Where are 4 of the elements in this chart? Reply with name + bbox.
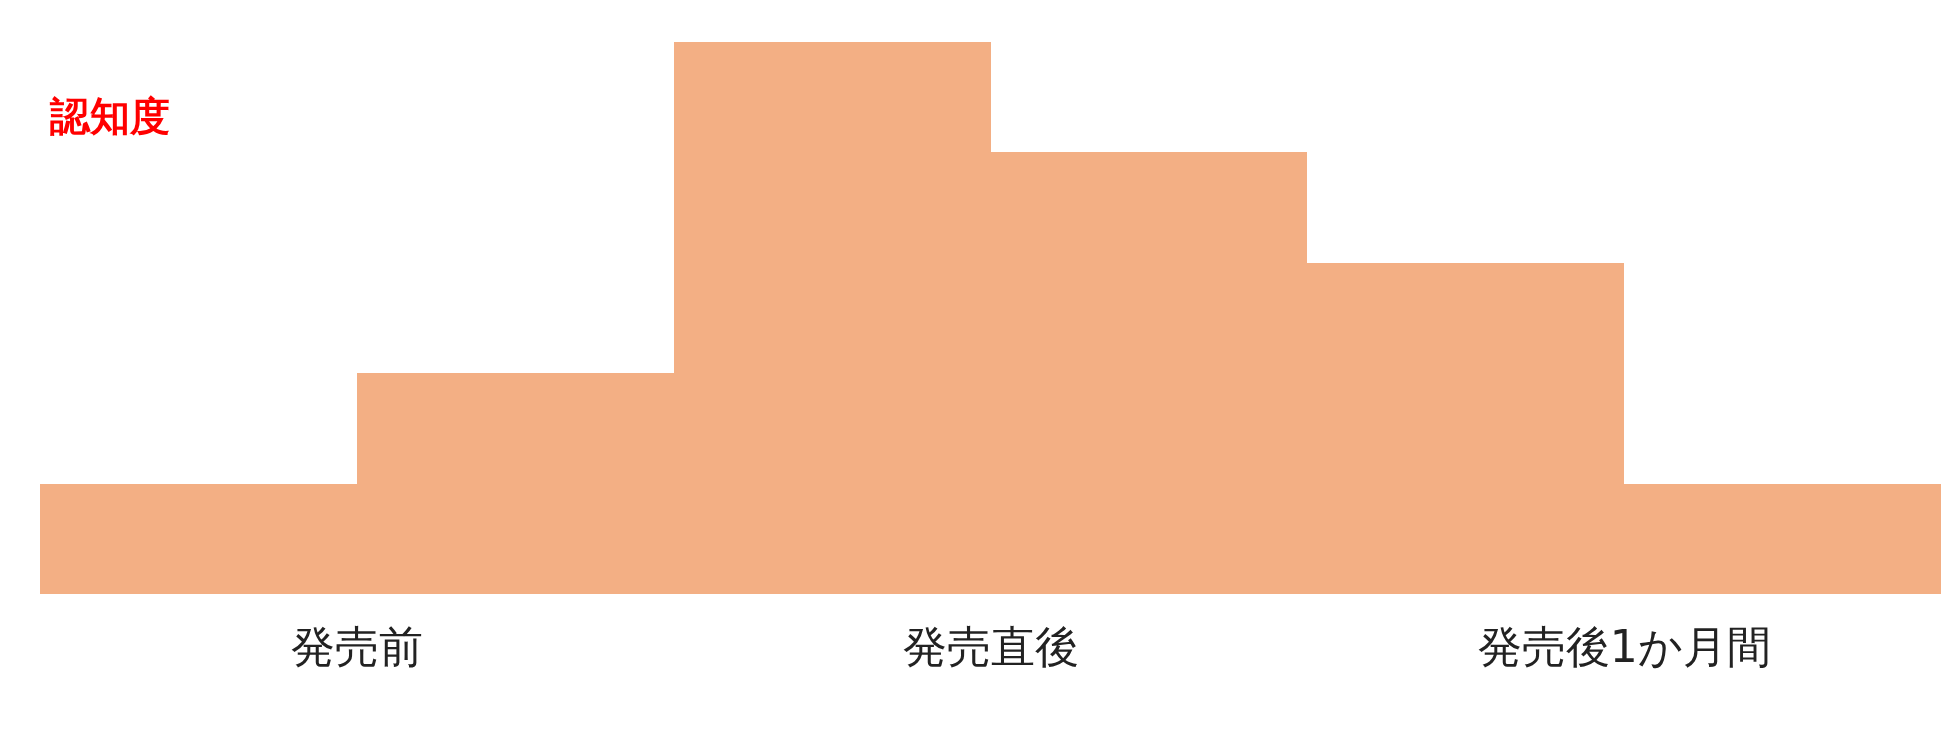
x-tick-label: 発売後1か月間 [1477,621,1771,672]
x-tick-label: 発売前 [290,621,423,672]
x-tick-label: 発売直後 [902,621,1079,672]
text: 認知度 [49,92,170,139]
